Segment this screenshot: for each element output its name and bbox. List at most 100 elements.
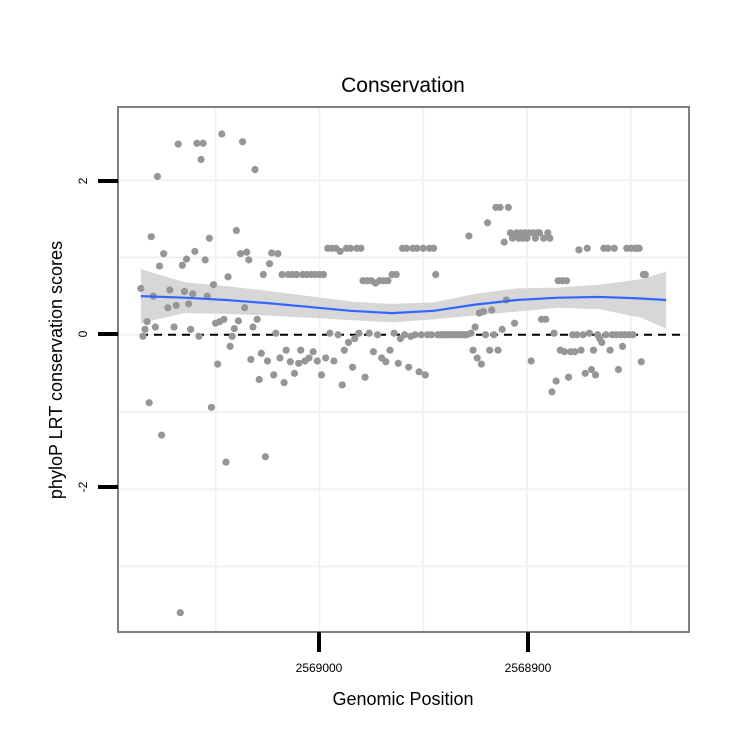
data-point — [415, 368, 423, 376]
data-point — [490, 331, 498, 339]
data-point — [641, 270, 649, 279]
data-point — [230, 324, 238, 333]
data-point — [195, 332, 203, 340]
y-axis: 2 0 -2 phyloP LRT conservation scores — [46, 177, 118, 499]
data-point — [170, 323, 178, 331]
data-point — [280, 379, 288, 387]
data-point — [232, 226, 240, 235]
data-point — [255, 375, 263, 384]
data-point — [189, 290, 197, 298]
data-point — [427, 331, 436, 339]
data-point — [292, 270, 301, 279]
data-point — [635, 244, 643, 252]
data-point — [241, 304, 249, 312]
data-point — [610, 244, 618, 252]
data-point — [552, 377, 560, 385]
data-point — [234, 317, 243, 325]
x-axis-label: Genomic Position — [332, 689, 473, 709]
data-point — [550, 329, 558, 337]
data-point — [340, 346, 348, 354]
data-point — [251, 165, 259, 174]
data-point — [500, 238, 508, 246]
smooth-line — [140, 295, 667, 315]
data-point — [465, 232, 473, 240]
data-point — [504, 203, 512, 211]
data-point — [184, 300, 193, 308]
data-point — [282, 346, 290, 354]
data-point — [160, 250, 168, 258]
data-point — [384, 277, 392, 285]
data-point — [510, 319, 519, 327]
data-point — [535, 229, 544, 237]
plot-border — [117, 106, 690, 633]
data-point — [496, 203, 504, 211]
data-point — [413, 244, 421, 252]
data-point — [577, 346, 585, 354]
data-point — [531, 234, 539, 242]
data-point — [614, 365, 623, 374]
data-point — [151, 323, 159, 331]
data-point — [585, 329, 593, 337]
data-point — [199, 139, 207, 147]
data-point — [598, 338, 606, 347]
data-point — [274, 250, 282, 258]
data-point — [523, 234, 531, 242]
data-point — [182, 255, 191, 263]
data-point — [330, 357, 338, 365]
data-point — [220, 315, 228, 323]
data-point — [305, 354, 313, 362]
data-point — [139, 332, 147, 340]
data-point — [205, 234, 213, 242]
data-point — [419, 244, 427, 252]
data-point — [548, 388, 556, 396]
data-point — [483, 219, 492, 227]
data-point — [637, 358, 645, 366]
data-point — [527, 357, 535, 365]
data-point — [295, 359, 303, 367]
plot-panel — [117, 106, 690, 633]
data-point — [336, 247, 344, 255]
data-point — [369, 348, 377, 356]
data-point — [361, 373, 369, 381]
data-point — [355, 329, 363, 337]
data-point — [544, 229, 552, 237]
data-point — [178, 261, 186, 269]
data-point — [573, 331, 581, 339]
data-point — [176, 609, 184, 617]
data-point — [338, 381, 346, 389]
data-point — [166, 286, 174, 294]
data-point — [400, 331, 409, 339]
data-point — [540, 234, 548, 242]
data-point — [317, 371, 326, 379]
grid-lines — [118, 107, 689, 632]
data-points — [137, 130, 649, 617]
data-point — [209, 280, 218, 289]
data-point — [629, 331, 637, 339]
data-point — [158, 431, 166, 439]
data-point — [591, 371, 600, 379]
data-point — [259, 270, 267, 279]
data-point — [257, 349, 265, 357]
data-point — [606, 346, 614, 354]
data-point — [581, 369, 589, 377]
plot-background — [118, 107, 689, 632]
data-point — [286, 358, 294, 366]
confidence-band-layer — [140, 269, 667, 329]
data-point — [542, 315, 550, 323]
data-point — [564, 373, 573, 381]
data-point — [602, 331, 610, 339]
data-point — [394, 359, 402, 367]
data-point — [417, 331, 425, 339]
data-point — [309, 348, 317, 356]
data-point — [386, 346, 394, 354]
data-point — [214, 360, 222, 368]
data-point — [174, 140, 182, 148]
data-point — [579, 331, 587, 339]
data-point — [382, 358, 390, 366]
data-point — [488, 306, 496, 314]
data-point — [322, 354, 330, 362]
data-point — [290, 369, 299, 377]
data-point — [506, 229, 515, 237]
data-point — [618, 342, 627, 350]
